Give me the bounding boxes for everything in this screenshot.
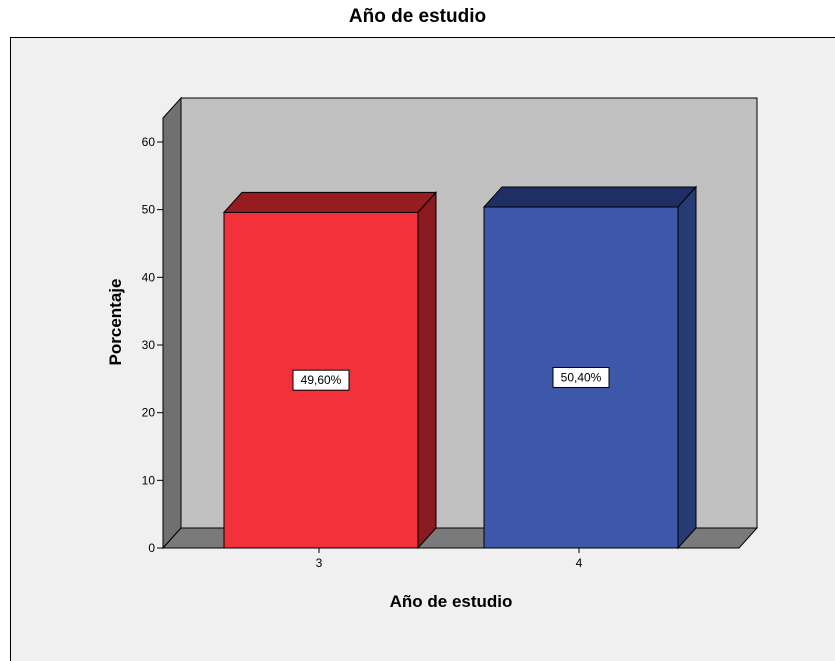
y-tick-label: 10 (142, 473, 156, 487)
y-tick-label: 40 (142, 270, 156, 284)
x-axis-label: Año de estudio (390, 592, 513, 611)
bar-top-4 (482, 186, 698, 208)
y-tick-label: 60 (142, 135, 156, 149)
x-tick-label: 3 (316, 556, 323, 570)
data-label-box (552, 366, 610, 388)
chart-title: Año de estudio (348, 6, 487, 27)
bar-side-3 (417, 191, 437, 550)
x-tick-label: 4 (576, 556, 583, 570)
bar-side-4 (677, 185, 697, 550)
y-tick-label: 30 (142, 338, 156, 352)
data-label: 50,40% (561, 370, 602, 384)
chart-side-wall (162, 96, 182, 550)
y-tick-label: 50 (142, 203, 156, 217)
y-tick-label: 0 (148, 541, 155, 555)
data-label: 49,60% (301, 373, 342, 387)
data-label-box (292, 369, 350, 391)
y-axis-label: Porcentaje (106, 279, 125, 366)
y-tick-label: 20 (142, 406, 156, 420)
bar-top-3 (222, 191, 438, 213)
